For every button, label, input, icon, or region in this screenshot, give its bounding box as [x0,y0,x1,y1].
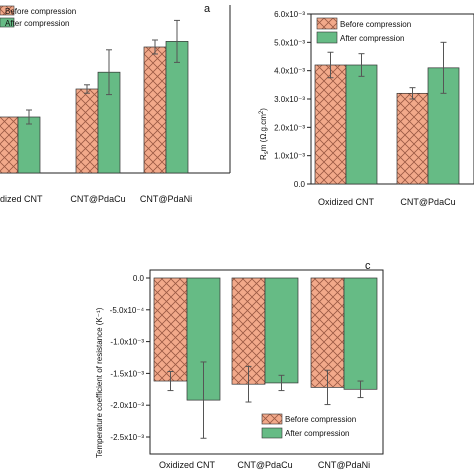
category-label-1: CNT@PdaCu [70,194,125,204]
panel-b-bars [314,41,460,185]
legend-after-swatch [0,17,15,28]
panel-a-categories: xidized CNT CNT@PdaCu CNT@PdaNi [0,194,192,204]
y-tick-label-4: 4.0x10⁻³ [274,67,305,76]
panel-c-y-ticks: 0.0 -5.0x10⁻⁴ -1.0x10⁻³ -1.5x10⁻³ -2.0x10⁻³ -… [110,274,150,442]
before-bar-1 [396,92,429,185]
legend-before-swatch [261,413,283,425]
before-bar-2 [310,277,345,388]
legend-before-label: Before compression [340,20,411,29]
legend-before-label: Before compression [5,7,76,16]
legend-after-swatch [261,427,283,439]
y-tick-label-5: -2.5x10⁻³ [110,433,144,442]
y-tick-label-2: 2.0x10⁻³ [274,123,305,132]
panel-b-legend: Before compression After compression [316,17,411,44]
legend-before-label: Before compression [285,415,356,424]
y-tick-label-5: 5.0x10⁻³ [274,38,305,47]
category-label-0: Oxidized CNT [318,197,375,207]
panel-a-label: a [204,3,211,15]
after-bar-0 [345,64,378,185]
y-tick-label-0: 0.0 [294,180,306,189]
legend-before-swatch [0,5,15,16]
panel-c-bars [153,277,378,439]
y-tick-label-3: 3.0x10⁻³ [274,95,305,104]
category-label-0: Oxidized CNT [159,460,216,470]
panel-a-chart: a Before compression After compression x… [0,3,231,204]
legend-before-swatch [316,17,338,30]
panel-c-legend: Before compression After compression [261,413,356,439]
before-bar-0 [314,64,347,185]
after-bar-2 [343,277,378,390]
panel-a-bars [0,19,189,174]
y-tick-label-1: -5.0x10⁻⁴ [110,306,145,315]
y-tick-label-1: 1.0x10⁻³ [274,152,305,161]
legend-after-label: After compression [5,19,69,28]
before-bar-0 [153,277,188,382]
panel-a-legend: Before compression After compression [0,5,76,28]
y-tick-label-2: -1.0x10⁻³ [110,338,144,347]
after-bar-1 [264,277,299,384]
before-bar-0 [0,116,19,174]
legend-after-swatch [316,31,338,44]
panel-b-categories: Oxidized CNT CNT@PdaCu [318,197,456,207]
panel-c-chart: c Temperature coefficient of resistance … [95,260,384,470]
panel-b-chart: Rsm (Ω.g.cm2) 0.0 1.0x10⁻³ 2.0x10⁻³ 3.0x10⁻… [259,10,474,207]
before-bar-2 [143,46,167,174]
category-label-0: xidized CNT [0,194,43,204]
panel-c-categories: Oxidized CNT CNT@PdaCu CNT@PdaNi [159,460,370,470]
panel-b-y-axis-label: Rsm (Ω.g.cm2) [259,108,270,160]
category-label-2: CNT@PdaNi [318,460,370,470]
after-bar-0 [17,116,41,174]
before-bar-1 [75,88,99,174]
y-tick-label-0: 0.0 [133,274,145,283]
legend-after-label: After compression [285,429,349,438]
category-label-1: CNT@PdaCu [237,460,292,470]
legend-after-label: After compression [340,34,404,43]
y-tick-label-3: -1.5x10⁻³ [110,369,144,378]
panel-b-y-ticks: 0.0 1.0x10⁻³ 2.0x10⁻³ 3.0x10⁻³ 4.0x10⁻³ 5.0x1… [274,10,311,189]
panel-c-frame [149,269,384,455]
panel-c-label: c [365,260,371,272]
category-label-1: CNT@PdaCu [400,197,455,207]
y-tick-label-4: -2.0x10⁻³ [110,401,144,410]
y-tick-label-6: 6.0x10⁻³ [274,10,305,19]
panel-c-y-axis-label: Temperature coefficient of resistance (K… [95,307,104,458]
category-label-2: CNT@PdaNi [140,194,192,204]
